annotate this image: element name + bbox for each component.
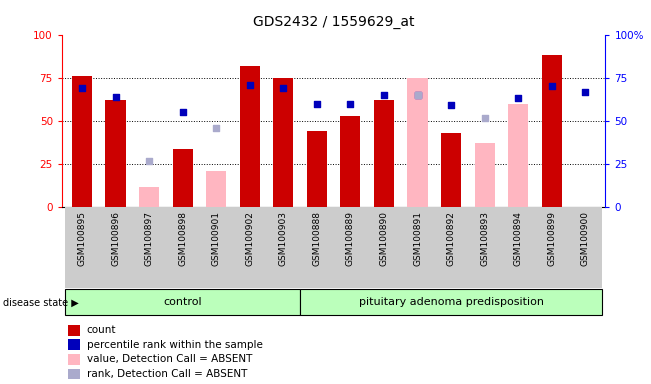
Point: [110, 94, 120, 100]
Bar: [65, 207, 99, 288]
Bar: [233, 207, 266, 288]
Bar: [441, 133, 461, 207]
Bar: [568, 207, 602, 288]
Point: [412, 92, 422, 98]
Point: [245, 82, 255, 88]
Bar: [132, 207, 166, 288]
Text: GDS2432 / 1559629_at: GDS2432 / 1559629_at: [253, 15, 415, 29]
Point: [77, 85, 87, 91]
Text: disease state ▶: disease state ▶: [3, 297, 79, 308]
Point: [178, 109, 188, 116]
Bar: [65, 290, 300, 315]
Bar: [374, 100, 394, 207]
Bar: [401, 207, 434, 288]
Text: GSM100903: GSM100903: [279, 211, 288, 266]
Text: GSM100900: GSM100900: [581, 211, 590, 266]
Text: count: count: [87, 325, 116, 335]
Bar: [468, 207, 501, 288]
Point: [412, 92, 422, 98]
Text: GSM100889: GSM100889: [346, 211, 355, 266]
Bar: [99, 207, 132, 288]
Text: GSM100896: GSM100896: [111, 211, 120, 266]
Text: GSM100890: GSM100890: [380, 211, 389, 266]
Bar: [333, 207, 367, 288]
Bar: [367, 207, 401, 288]
Bar: [139, 187, 159, 207]
Point: [345, 101, 355, 107]
Bar: [166, 207, 199, 288]
Bar: [266, 207, 300, 288]
Text: GSM100899: GSM100899: [547, 211, 556, 266]
Point: [278, 85, 288, 91]
Text: GSM100901: GSM100901: [212, 211, 221, 266]
Bar: [408, 78, 428, 207]
Bar: [340, 116, 361, 207]
Bar: [72, 76, 92, 207]
Point: [547, 83, 557, 89]
Point: [211, 125, 221, 131]
Point: [513, 96, 523, 102]
Bar: [542, 55, 562, 207]
Text: GSM100897: GSM100897: [145, 211, 154, 266]
Bar: [300, 207, 333, 288]
Bar: [105, 100, 126, 207]
Bar: [173, 149, 193, 207]
Point: [580, 89, 590, 95]
Text: control: control: [163, 297, 202, 308]
Text: GSM100891: GSM100891: [413, 211, 422, 266]
Bar: [206, 171, 227, 207]
Bar: [199, 207, 233, 288]
Bar: [475, 144, 495, 207]
Bar: [508, 104, 528, 207]
Text: GSM100895: GSM100895: [77, 211, 87, 266]
Bar: [240, 66, 260, 207]
Bar: [434, 207, 468, 288]
Text: value, Detection Call = ABSENT: value, Detection Call = ABSENT: [87, 354, 252, 364]
Text: pituitary adenoma predisposition: pituitary adenoma predisposition: [359, 297, 544, 308]
Bar: [273, 78, 294, 207]
Point: [312, 101, 322, 107]
Text: GSM100902: GSM100902: [245, 211, 255, 266]
Text: GSM100893: GSM100893: [480, 211, 489, 266]
Point: [446, 103, 456, 109]
Point: [144, 158, 154, 164]
Bar: [300, 290, 602, 315]
Text: GSM100898: GSM100898: [178, 211, 187, 266]
Text: GSM100888: GSM100888: [312, 211, 322, 266]
Point: [379, 92, 389, 98]
Point: [479, 114, 490, 121]
Bar: [501, 207, 535, 288]
Text: GSM100892: GSM100892: [447, 211, 456, 266]
Text: rank, Detection Call = ABSENT: rank, Detection Call = ABSENT: [87, 369, 247, 379]
Text: percentile rank within the sample: percentile rank within the sample: [87, 340, 262, 350]
Bar: [307, 131, 327, 207]
Bar: [535, 207, 568, 288]
Text: GSM100894: GSM100894: [514, 211, 523, 266]
